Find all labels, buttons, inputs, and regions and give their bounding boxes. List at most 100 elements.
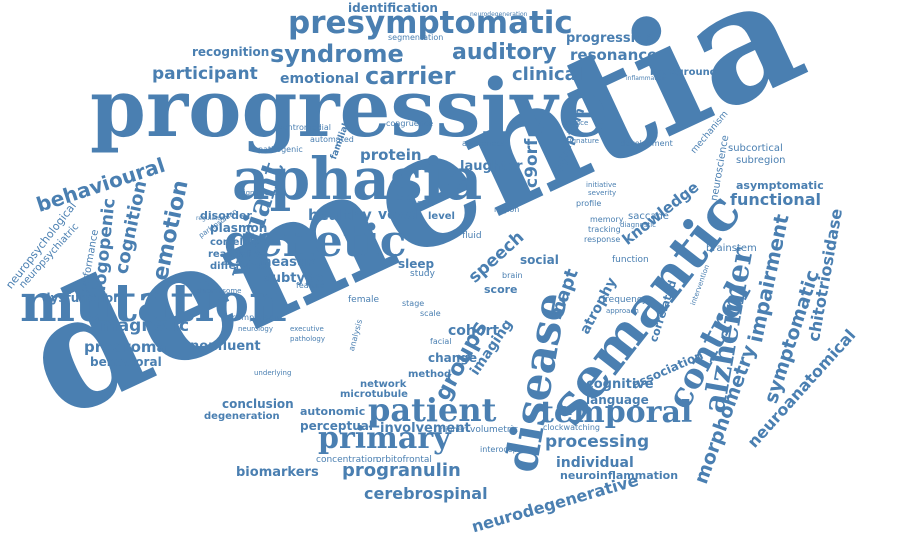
word: orbitofrontal [376, 455, 432, 465]
word: function [612, 255, 649, 265]
word: recognition [192, 45, 270, 59]
word: plasmon [210, 221, 268, 235]
word: individual [556, 455, 634, 471]
word: presymptomatic [288, 5, 573, 41]
word: severity [588, 189, 617, 197]
word: method [408, 369, 452, 380]
word: frequency [602, 295, 648, 305]
word: signature [566, 137, 599, 145]
word: comparison [232, 313, 279, 322]
word: emotional [280, 71, 360, 87]
word: identification [348, 1, 438, 15]
word: progression [566, 31, 654, 46]
word: participant [152, 64, 258, 84]
word: healthy [308, 206, 372, 224]
word: score [484, 283, 518, 296]
word: laughter [460, 159, 523, 174]
word: facial [430, 337, 452, 346]
word: asymptomatic [736, 179, 824, 192]
word: development [620, 139, 673, 148]
word: subcortical [728, 143, 783, 154]
word: segmentation [388, 33, 444, 42]
word: protein [360, 146, 422, 164]
word: stage [402, 299, 425, 308]
word: volumetric [470, 425, 519, 435]
word: temporal [540, 395, 693, 430]
word: profile [576, 199, 602, 208]
word: inflammation [626, 75, 666, 82]
word: approach [606, 307, 639, 315]
word: change [428, 351, 478, 365]
word: auditory [452, 40, 557, 65]
word: disorder [200, 209, 252, 222]
word: pathology [290, 335, 326, 343]
word: female [348, 295, 380, 305]
word: aphasia [232, 145, 483, 213]
word: nonfluent [190, 339, 261, 354]
word: memory [590, 215, 624, 224]
word: tracking [588, 225, 621, 234]
word: saccade [628, 211, 669, 222]
word: progranulin [342, 460, 461, 481]
word: network [360, 379, 407, 390]
word: social [520, 253, 559, 267]
word: congruence [386, 119, 434, 128]
word: region [494, 205, 520, 214]
word: voxel [378, 207, 421, 223]
word: diagnostic [620, 221, 657, 229]
word: awareness [462, 139, 505, 148]
word: patient [368, 391, 497, 429]
word: functional [730, 190, 822, 209]
word: subregion [736, 155, 786, 166]
word: reactivity [208, 249, 262, 260]
word: level [428, 211, 455, 222]
word: autonomic [300, 405, 366, 418]
word: regulatory [196, 215, 228, 222]
word: involvement [380, 421, 471, 436]
word: sleep [398, 257, 435, 271]
word: behavioral [90, 355, 162, 369]
word: ventromedial [278, 123, 332, 132]
word: concentration [316, 455, 379, 465]
word: neurodegeneration [470, 11, 528, 18]
word: background [650, 67, 717, 78]
word: neuroanatomical [743, 325, 860, 452]
word: processing [545, 432, 650, 452]
word: automated [310, 135, 354, 144]
word: biomarkers [236, 465, 319, 480]
word: significant [240, 189, 277, 197]
word: correlate [210, 237, 262, 248]
word: neurology [238, 325, 273, 333]
word: genetic [224, 216, 407, 267]
word: fluid [462, 231, 482, 241]
word: carrier [365, 62, 456, 90]
word: mutation [20, 273, 287, 334]
word: perceptual [300, 419, 373, 433]
word: magnetic [100, 316, 190, 336]
word: clockwatching [543, 423, 600, 432]
word: interoceptive [480, 445, 533, 454]
word: progressive [90, 61, 609, 155]
word: difference [210, 261, 268, 272]
word: degeneration [204, 411, 280, 422]
word: scale [420, 309, 441, 318]
word: conclusion [222, 397, 294, 411]
word: resonance [570, 46, 658, 64]
word: c9orf [522, 138, 542, 188]
word: cerebrospinal [364, 484, 488, 503]
word: cognitive [586, 377, 654, 392]
word: study [410, 269, 435, 279]
word: prodromal [84, 338, 172, 356]
word: primary [318, 421, 451, 456]
word: higher [440, 425, 466, 434]
word: result [408, 199, 434, 209]
word: microtubule [340, 389, 408, 400]
word: science [562, 119, 589, 127]
word: chromosome [196, 287, 242, 295]
word: neuroinflammation [560, 469, 679, 482]
word: response [584, 235, 621, 244]
word: underlying [254, 369, 292, 377]
word: clinical [512, 64, 583, 85]
word: subtype [264, 271, 324, 286]
